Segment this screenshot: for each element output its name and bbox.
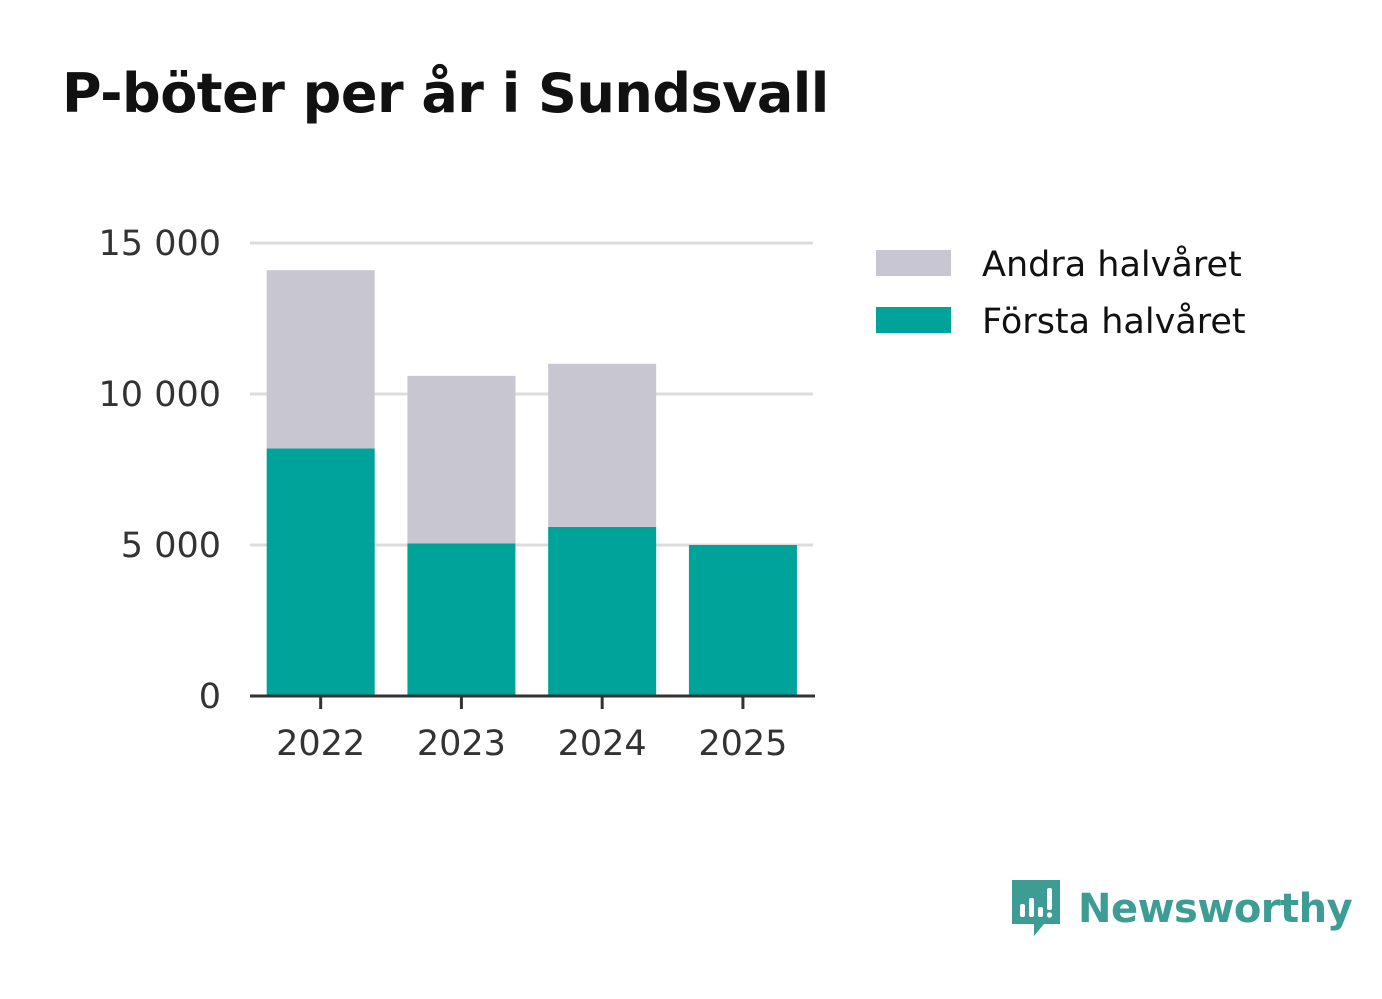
legend: Andra halvåret Första halvåret [876, 244, 1246, 342]
bar-2024-andra-halvaret [548, 363, 657, 527]
bar-2022-andra-halvaret [266, 270, 375, 449]
x-tick-label: 2024 [558, 724, 647, 764]
legend-label: Första halvåret [982, 301, 1246, 342]
legend-swatch [876, 250, 951, 276]
x-tick-label: 2023 [417, 724, 506, 764]
bars [266, 270, 797, 696]
brand-logo: Newsworthy [1010, 878, 1353, 940]
y-tick-label: 15 000 [99, 224, 221, 264]
y-axis-tick-labels: 0 5 000 10 000 15 000 [99, 224, 221, 717]
x-tick-label: 2025 [698, 724, 787, 764]
x-axis-tick-labels: 2022 2023 2024 2025 [276, 724, 787, 764]
bar-2025-forsta-halvaret [688, 545, 797, 696]
y-tick-label: 0 [199, 677, 221, 717]
y-tick-label: 10 000 [99, 375, 221, 415]
bar-2023-andra-halvaret [407, 375, 516, 544]
chart-title: P-böter per år i Sundsvall [62, 62, 829, 125]
x-tick-label: 2022 [276, 724, 365, 764]
brand-name: Newsworthy [1078, 886, 1353, 932]
legend-label: Andra halvåret [982, 244, 1242, 285]
bar-2023-forsta-halvaret [407, 543, 516, 696]
x-axis [250, 694, 815, 709]
y-tick-label: 5 000 [121, 526, 221, 566]
newsworthy-logo-icon [1012, 880, 1060, 936]
bar-2022-forsta-halvaret [266, 448, 375, 696]
bar-2024-forsta-halvaret [548, 526, 657, 696]
legend-swatch [876, 307, 951, 333]
